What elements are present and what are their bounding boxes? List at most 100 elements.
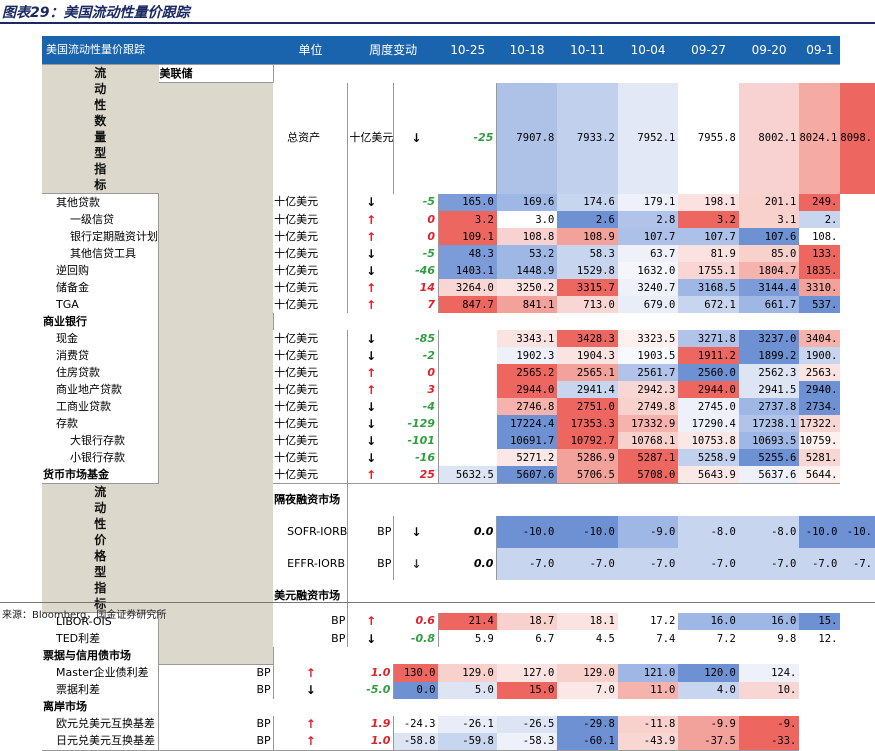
header-change: 周度变动	[347, 36, 439, 65]
group-char: 性	[94, 98, 107, 112]
weekly-change: 0.0	[438, 516, 498, 549]
value-cell: 10759.	[799, 432, 841, 449]
value-cell: 198.1	[678, 193, 739, 211]
arrow-down-icon: ↓	[366, 450, 377, 465]
header-date: 10-25	[438, 36, 497, 65]
weekly-change: 7	[393, 296, 439, 313]
value-cell: 129.0	[438, 664, 497, 682]
table-row: 现金 十亿美元 ↓ -85 3343.1 3428.3 3323.5 3271.8 3237.0…	[42, 330, 875, 347]
value-cell	[438, 449, 497, 466]
value-cell: 3.1	[738, 211, 800, 228]
value-cell: -59.8	[438, 732, 497, 751]
value-cell: -9.9	[678, 715, 739, 733]
unit-cell: BP	[158, 715, 274, 733]
value-cell: 2746.8	[496, 398, 558, 415]
arrow-down-icon: ↓	[411, 131, 422, 145]
value-cell: 5281.	[799, 449, 841, 466]
value-cell: 15.	[799, 612, 841, 630]
value-cell: 7952.1	[617, 82, 679, 194]
value-cell: 16.0	[678, 612, 739, 630]
group-char: 流	[94, 485, 107, 499]
unit-cell: BP	[158, 732, 274, 751]
quantity-group-label: 流动性数量型指标	[42, 64, 159, 194]
value-cell: 120.0	[678, 664, 739, 682]
value-cell: 2745.0	[678, 398, 739, 415]
row-label: 商业地产贷款	[42, 381, 159, 398]
value-cell: 21.4	[438, 612, 497, 630]
header-date: 09-20	[738, 36, 800, 65]
unit-cell: 十亿美元	[273, 449, 349, 466]
unit-cell: 十亿美元	[273, 211, 349, 228]
value-cell: 11.0	[617, 681, 679, 699]
weekly-change: 0	[393, 228, 439, 245]
row-label: 票据与信用债市场	[42, 647, 159, 664]
value-cell: 3271.8	[678, 330, 739, 347]
value-cell: 5643.9	[678, 466, 739, 484]
header-unit: 单位	[273, 36, 348, 65]
arrow-down-icon: ↓	[366, 195, 377, 210]
row-label: 逆回购	[42, 262, 159, 279]
value-cell: -26.5	[496, 715, 558, 733]
value-cell: 2561.7	[617, 364, 679, 381]
value-cell: 6.7	[496, 630, 558, 647]
value-cell: -58.8	[393, 732, 439, 751]
value-cell: 127.0	[496, 664, 558, 682]
value-cell: 2941.4	[557, 381, 618, 398]
value-cell: 249.	[799, 193, 841, 211]
unit-cell: 十亿美元	[347, 82, 395, 194]
value-cell: 10691.7	[496, 432, 558, 449]
unit-cell: BP	[158, 681, 274, 699]
row-label: SOFR-IORB	[273, 516, 349, 549]
value-cell: 5.0	[438, 681, 497, 699]
unit-cell: 十亿美元	[273, 296, 349, 313]
value-cell: 7907.8	[496, 82, 558, 194]
arrow-down-icon: ↓	[411, 557, 422, 572]
value-cell: 1529.8	[557, 262, 618, 279]
value-cell: 2944.0	[496, 381, 558, 398]
value-cell: 109.1	[438, 228, 497, 245]
unit-cell: 十亿美元	[273, 415, 349, 432]
table-row: 欧元兑美元互换基差 BP ↑ 1.9 -24.3 -26.1 -26.5 -29.8 -11.8…	[42, 715, 875, 733]
value-cell	[438, 398, 497, 415]
unit-cell: 十亿美元	[273, 364, 349, 381]
weekly-change: 25	[393, 466, 439, 484]
value-cell: 1632.0	[617, 262, 679, 279]
arrow-down-icon: ↓	[366, 416, 377, 431]
row-label: 一级信贷	[42, 211, 159, 228]
row-label: 大银行存款	[42, 432, 159, 449]
header-date: 10-18	[496, 36, 558, 65]
weekly-change: 0	[393, 211, 439, 228]
row-label: 商业银行	[42, 313, 159, 330]
value-cell: 841.1	[496, 296, 558, 313]
table-row: 住房贷款 十亿美元 ↑ 0 2565.2 2565.1 2561.7 2560.0 2562.3…	[42, 364, 875, 381]
group-char: 指	[94, 581, 107, 595]
group-char: 指	[94, 162, 107, 176]
value-cell: 2565.2	[496, 364, 558, 381]
row-label: 小银行存款	[42, 449, 159, 466]
unit-cell: BP	[273, 630, 349, 647]
value-cell: 7933.2	[557, 82, 618, 194]
value-cell: 2565.1	[557, 364, 618, 381]
arrow-up-icon: ↑	[366, 297, 377, 312]
value-cell: 8002.1	[738, 82, 800, 194]
arrow-up-icon: ↑	[347, 466, 394, 484]
value-cell: 17290.4	[678, 415, 739, 432]
group-char: 动	[94, 82, 107, 96]
value-cell: 133.	[799, 245, 841, 262]
value-cell: 10.	[738, 681, 800, 699]
table-header: 美国流动性量价跟踪 单位 周度变动 10-25 10-18 10-11 10-0…	[42, 36, 875, 65]
value-cell: 7.4	[617, 630, 679, 647]
value-cell: 108.9	[557, 228, 618, 245]
row-label: 住房贷款	[42, 364, 159, 381]
value-cell: 5637.6	[738, 466, 800, 484]
value-cell: 5708.0	[617, 466, 679, 484]
weekly-change: -0.8	[393, 630, 439, 647]
value-cell: 3310.	[799, 279, 841, 296]
row-label: 其他贷款	[42, 193, 159, 211]
unit-cell: 十亿美元	[273, 193, 349, 211]
row-label: TED利差	[42, 630, 159, 647]
value-cell: 7955.8	[678, 82, 739, 194]
value-cell: 3315.7	[557, 279, 618, 296]
unit-cell: BP	[158, 664, 274, 682]
value-cell: 3.2	[438, 211, 497, 228]
